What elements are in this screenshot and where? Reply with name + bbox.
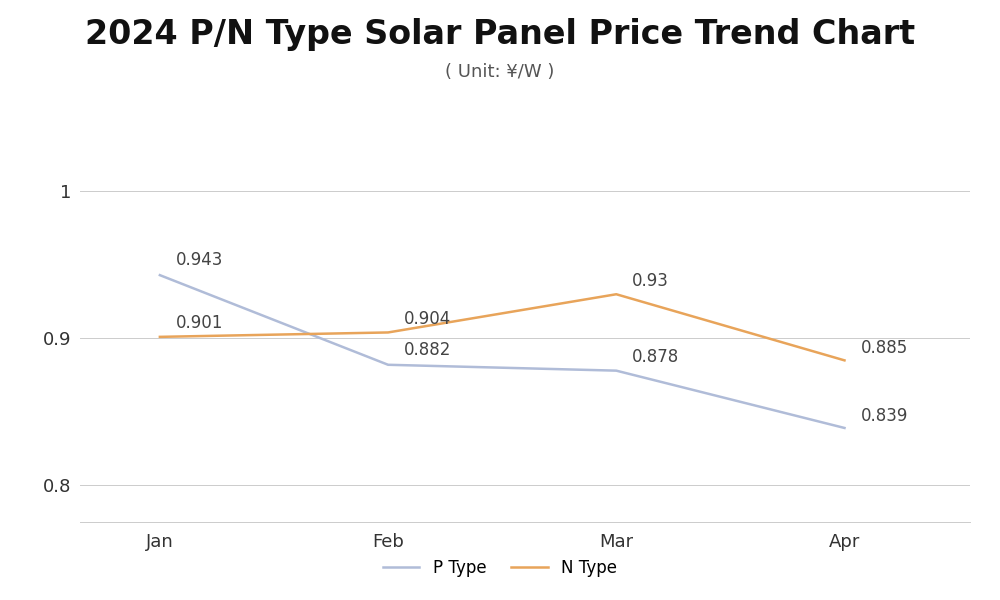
P Type <box>610 367 622 374</box>
Text: 0.901: 0.901 <box>176 314 223 332</box>
N Type <box>382 329 394 336</box>
Text: 2024 P/N Type Solar Panel Price Trend Chart: 2024 P/N Type Solar Panel Price Trend Ch… <box>85 18 915 51</box>
N Type <box>838 357 850 364</box>
Text: 0.904: 0.904 <box>404 310 451 328</box>
Line: P Type: P Type <box>160 275 844 428</box>
Legend: P Type, N Type: P Type, N Type <box>374 551 626 586</box>
Text: 0.878: 0.878 <box>632 348 680 366</box>
Text: 0.943: 0.943 <box>176 251 223 269</box>
Text: 0.839: 0.839 <box>860 407 908 425</box>
Line: N Type: N Type <box>160 294 844 361</box>
P Type <box>838 424 850 431</box>
P Type <box>154 272 166 279</box>
N Type <box>154 333 166 340</box>
Text: 0.93: 0.93 <box>632 272 669 290</box>
Text: 0.885: 0.885 <box>860 340 908 358</box>
Text: ( Unit: ¥/W ): ( Unit: ¥/W ) <box>445 63 555 81</box>
Text: 0.882: 0.882 <box>404 341 451 359</box>
N Type <box>610 290 622 298</box>
P Type <box>382 361 394 368</box>
